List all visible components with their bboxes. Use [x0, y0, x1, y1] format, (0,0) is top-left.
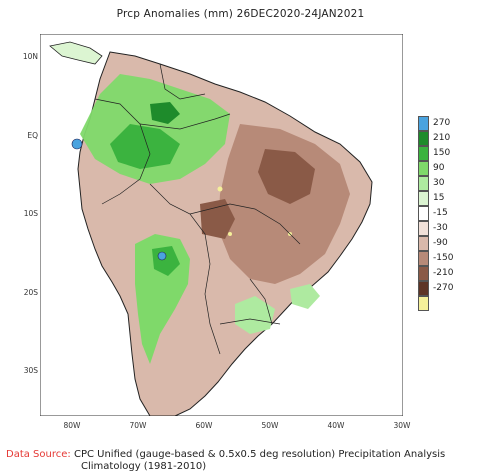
extreme-wet-spot-ecuador [71, 138, 83, 150]
lat-label-10s: 10S [23, 209, 38, 218]
data-source-label: Data Source: [6, 449, 71, 460]
lat-label-20s: 20S [23, 288, 38, 297]
legend-label: -30 [433, 223, 448, 233]
legend-label: -150 [433, 253, 454, 263]
legend-swatch [418, 251, 429, 266]
legend-label: 210 [433, 133, 451, 143]
wet-strip-south [235, 296, 275, 334]
legend-swatch [418, 266, 429, 281]
legend-label: 30 [433, 178, 445, 188]
extreme-dry-spot-2 [228, 232, 232, 236]
wet-core-northwest [110, 124, 180, 169]
lon-label-30w: 30W [393, 421, 411, 430]
extreme-dry-spot-1 [217, 186, 223, 192]
lat-label-eq: EQ [27, 131, 38, 140]
legend-label: 15 [433, 193, 445, 203]
legend-swatch [418, 131, 429, 146]
precip-anomaly-map [40, 34, 403, 416]
dry-region-east [218, 124, 350, 284]
legend-swatch [418, 281, 429, 296]
map-title: Prcp Anomalies (mm) 26DEC2020-24JAN2021 [116, 8, 365, 20]
wet-core-amazon [150, 102, 180, 124]
lon-label-70w: 70W [129, 421, 147, 430]
data-source-footer: Data Source: CPC Unified (gauge-based & … [6, 449, 445, 473]
dry-core-east [258, 149, 315, 204]
legend-swatch [418, 191, 429, 206]
lon-label-50w: 50W [261, 421, 279, 430]
legend-label: 90 [433, 163, 445, 173]
lon-label-40w: 40W [327, 421, 345, 430]
legend-swatch [418, 236, 429, 251]
legend-swatch [418, 116, 429, 131]
legend-label: -90 [433, 238, 448, 248]
land-central-america [49, 41, 103, 65]
climatology-text: Climatology (1981-2010) [81, 461, 207, 472]
legend-swatch [418, 176, 429, 191]
legend-swatch [418, 221, 429, 236]
legend-swatch [418, 146, 429, 161]
wet-region-southeast [290, 284, 320, 309]
legend-swatch [418, 296, 429, 311]
lat-label-30s: 30S [23, 366, 38, 375]
map-frame [40, 34, 403, 416]
legend-label: -15 [433, 208, 448, 218]
lat-label-10n: 10N [22, 52, 38, 61]
legend-label: 150 [433, 148, 451, 158]
lon-label-60w: 60W [195, 421, 213, 430]
lon-label-80w: 80W [63, 421, 81, 430]
legend-label: -210 [433, 268, 454, 278]
extreme-wet-spot-bolivia [157, 251, 167, 261]
legend-label: -270 [433, 283, 454, 293]
country-borders [94, 63, 301, 355]
legend-swatch [418, 161, 429, 176]
legend-label: 270 [433, 118, 451, 128]
legend-swatch [418, 206, 429, 221]
data-source-text: CPC Unified (gauge-based & 0.5x0.5 deg r… [73, 449, 446, 460]
